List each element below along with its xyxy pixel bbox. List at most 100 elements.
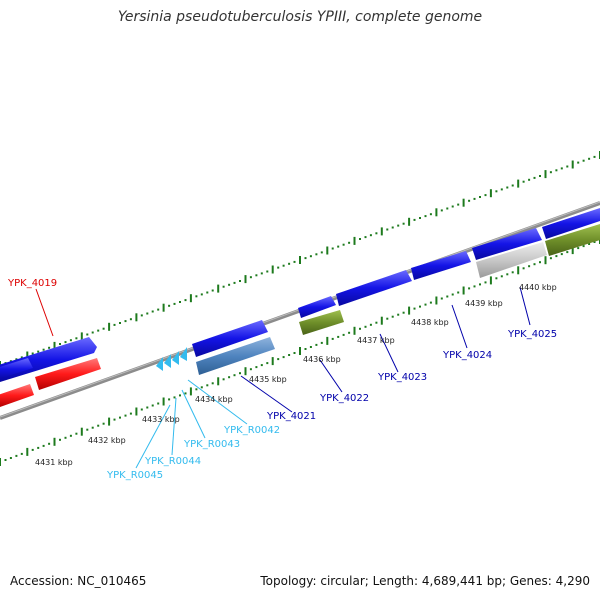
gene-blue-left-fragment[interactable]: [0, 358, 33, 380]
inner-scale-dot: [211, 382, 214, 385]
trna-ypk-r0042[interactable]: [180, 347, 187, 361]
inner-scale-dot: [419, 305, 421, 308]
outer-scale-dot: [391, 226, 394, 229]
inner-scale-dot: [255, 366, 258, 369]
inner-scale-dot: [364, 325, 367, 328]
inner-scale-major-tick: [571, 246, 574, 255]
gene-label-ypk-r0045[interactable]: YPK_R0045: [106, 470, 163, 481]
outer-scale-dot: [457, 203, 460, 206]
outer-scale-dot: [522, 180, 525, 183]
outer-scale-major-tick: [135, 313, 138, 322]
outer-scale-dot: [260, 272, 263, 275]
gene-ypk-4024[interactable]: [411, 251, 471, 280]
outer-scale-dot: [348, 241, 351, 244]
outer-scale-major-tick: [462, 198, 465, 207]
gene-ypk-4023[interactable]: [336, 270, 412, 306]
gene-steelblue[interactable]: [196, 337, 275, 375]
inner-scale-dot: [37, 446, 40, 449]
gene-labels: YPK_4019 YPK_4021 YPK_4022 YPK_4023 YPK_…: [7, 278, 557, 481]
inner-scale-dot: [479, 283, 481, 286]
outer-scale-dot: [37, 350, 40, 353]
forward-genes: [0, 208, 600, 382]
inner-scale-dot: [206, 384, 209, 387]
genome-summary-text: Topology: circular; Length: 4,689,441 bp…: [260, 574, 590, 588]
gene-olive-b[interactable]: [545, 224, 600, 256]
outer-scale-dot: [102, 327, 105, 330]
gene-ypk-4021[interactable]: [192, 320, 268, 357]
gene-label-ypk-4019[interactable]: YPK_4019: [7, 278, 57, 289]
gene-label-ypk-4025[interactable]: YPK_4025: [507, 329, 557, 340]
outer-scale-dot: [31, 352, 34, 355]
gene-lightgray[interactable]: [476, 242, 547, 278]
gene-ypk-4025[interactable]: [472, 228, 542, 260]
trna-ypk-r0045[interactable]: [156, 357, 163, 371]
inner-scale-dot: [539, 261, 541, 264]
outer-scale-dot: [560, 167, 563, 170]
gene-label-ypk-4022[interactable]: YPK_4022: [319, 393, 369, 404]
kbp-label: 4436 kbp: [303, 355, 341, 364]
gene-olive-a[interactable]: [299, 310, 344, 335]
outer-scale-dot: [533, 176, 536, 179]
inner-scale-dot: [260, 364, 263, 367]
inner-scale-dot: [140, 408, 143, 411]
outer-scale-dot: [157, 308, 160, 311]
outer-scale-dot: [86, 333, 89, 336]
outer-scale-dot: [140, 314, 143, 317]
trna-ypk-r0044[interactable]: [164, 354, 171, 368]
outer-scale-dot: [331, 247, 334, 250]
inner-scale-dot: [59, 438, 61, 441]
outer-scale-dot: [588, 157, 591, 160]
inner-scale-dot: [86, 428, 89, 431]
outer-scale-dot: [228, 283, 231, 286]
gene-red-left-b[interactable]: [35, 358, 101, 390]
gene-label-ypk-r0043[interactable]: YPK_R0043: [183, 439, 240, 450]
inner-scale-major-tick: [353, 326, 356, 335]
inner-scale-major-tick: [0, 458, 1, 466]
outer-scale-dot: [151, 310, 154, 313]
outer-scale-major-tick: [53, 341, 56, 350]
outer-scale-dot: [168, 304, 171, 307]
outer-scale-dot: [309, 255, 312, 258]
gene-red-left-a[interactable]: [0, 384, 34, 407]
outer-scale-major-tick: [571, 160, 574, 169]
outer-scale-dots: [0, 151, 600, 369]
outer-scale-dot: [473, 197, 476, 200]
outer-scale-dot: [342, 243, 345, 246]
inner-scale-dot: [429, 301, 432, 304]
map-title: Yersinia pseudotuberculosis YPIII, compl…: [117, 9, 483, 25]
inner-scale-major-tick: [53, 437, 56, 446]
inner-scale-dot: [528, 265, 531, 268]
inner-scale-dot: [348, 331, 351, 334]
inner-scale-dot: [195, 388, 198, 391]
inner-scale-dot: [495, 277, 498, 280]
inner-scale-dot: [309, 346, 312, 348]
gene-label-ypk-4023[interactable]: YPK_4023: [377, 372, 427, 383]
outer-scale-dot: [282, 264, 285, 267]
inner-scale-dot: [511, 271, 514, 274]
outer-scale-dot: [249, 276, 252, 279]
gene-label-ypk-4024[interactable]: YPK_4024: [442, 350, 492, 361]
inner-scale-dot: [42, 444, 45, 447]
inner-scale-dot: [31, 448, 34, 451]
gene-label-ypk-r0044[interactable]: YPK_R0044: [144, 456, 201, 467]
outer-scale-dot: [397, 224, 400, 227]
outer-scale-dot: [369, 234, 372, 237]
inner-scale-dot: [359, 327, 361, 330]
gene-ypk-4022a[interactable]: [298, 296, 336, 318]
gene-blue-right-edge[interactable]: [542, 208, 600, 239]
inner-scale-dot: [473, 285, 476, 288]
trna-ypk-r0043[interactable]: [172, 351, 179, 365]
outer-scale-dot: [375, 232, 378, 235]
gene-label-ypk-r0042[interactable]: YPK_R0042: [223, 425, 280, 436]
outer-scale-dot: [15, 358, 18, 361]
inner-scale-dot: [102, 422, 105, 425]
gene-label-ypk-4021[interactable]: YPK_4021: [266, 411, 316, 422]
reverse-genes: [0, 224, 600, 407]
outer-scale-major-tick: [26, 351, 29, 360]
outer-scale-dot: [359, 238, 361, 240]
inner-scale-dot: [4, 459, 7, 461]
outer-scale-dot: [239, 280, 241, 282]
inner-scale-dot: [20, 452, 23, 455]
outer-scale-dot: [119, 322, 121, 324]
inner-scale-dot: [555, 255, 558, 258]
